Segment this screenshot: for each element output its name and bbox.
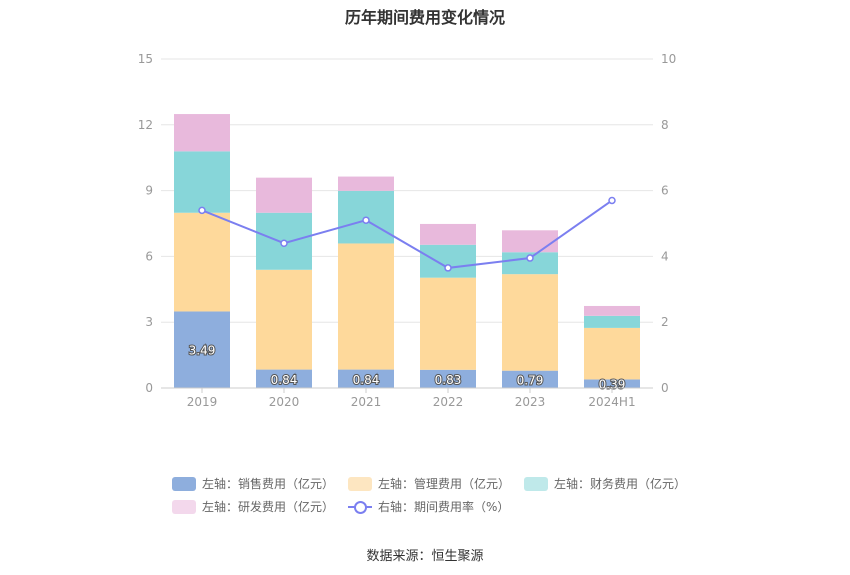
rate-point[interactable]: [444, 264, 452, 272]
x-tick-label: 2021: [351, 395, 382, 409]
bar-segment[interactable]: [502, 252, 558, 275]
legend-label-admin: 左轴：管理费用（亿元）: [378, 477, 511, 491]
bar-segment[interactable]: [174, 212, 230, 312]
legend-label-finance: 左轴：财务费用（亿元）: [554, 477, 687, 491]
legend-label-sales: 左轴：销售费用（亿元）: [202, 477, 335, 491]
bar-segment[interactable]: [256, 269, 312, 370]
bar-segment[interactable]: [174, 311, 230, 388]
legend-swatch-admin: [348, 476, 373, 491]
x-tick-label: 2022: [433, 395, 464, 409]
bar-segment[interactable]: [420, 244, 476, 278]
x-tick-label: 2023: [515, 395, 546, 409]
expense-rate-line: [198, 196, 616, 272]
right-tick-label: 8: [661, 118, 669, 132]
chart-title: 历年期间费用变化情况: [344, 8, 505, 27]
rate-point[interactable]: [526, 254, 534, 262]
bar-segment[interactable]: [584, 379, 640, 388]
legend-swatch-rate: [348, 500, 373, 514]
bar-segment[interactable]: [584, 305, 640, 316]
bar-segment[interactable]: [502, 230, 558, 253]
bar-segment[interactable]: [256, 369, 312, 388]
bar-segment[interactable]: [174, 114, 230, 152]
rate-point[interactable]: [362, 216, 370, 224]
legend-item-finance[interactable]: 左轴：财务费用（亿元）: [524, 475, 686, 492]
legend-label-rate: 右轴：期间费用率（%）: [378, 500, 510, 514]
bar-value-labels: 3.490.84 0.84 0.83 0.79 0.39: [188, 343, 627, 393]
rate-line-path: [201, 199, 613, 269]
bar-value-label: 0.84: [353, 373, 380, 387]
data-source: 数据来源：恒生聚源: [366, 549, 484, 564]
x-tick-label: 2020: [269, 395, 300, 409]
legend-swatch-sales: [172, 476, 196, 491]
bar-segment[interactable]: [420, 277, 476, 370]
bar-segment[interactable]: [174, 151, 230, 213]
bar-segment[interactable]: [502, 274, 558, 371]
bar-value-label: 0.79: [517, 373, 544, 387]
x-tick-label: 2019: [187, 395, 218, 409]
left-tick-label: 6: [145, 249, 153, 263]
bar-value-label: 0.83: [435, 373, 462, 387]
bar-segment[interactable]: [420, 223, 476, 245]
stacked-bars: [174, 114, 640, 388]
left-tick-label: 0: [145, 381, 153, 395]
bar-segment[interactable]: [502, 370, 558, 388]
bar-segment[interactable]: [420, 369, 476, 388]
x-axis: 2019 2020 2021 2022 2023 2024H1: [161, 387, 653, 409]
bar-segment[interactable]: [256, 177, 312, 213]
legend-item-admin[interactable]: 左轴：管理费用（亿元）: [348, 475, 510, 492]
legend-swatch-rnd: [172, 499, 196, 514]
legend-label-rnd: 左轴：研发费用（亿元）: [202, 500, 335, 514]
rate-point[interactable]: [280, 239, 288, 247]
legend: 左轴：销售费用（亿元） 左轴：管理费用（亿元） 左轴：财务费用（亿元） 左轴：研…: [172, 472, 712, 518]
rate-point[interactable]: [198, 206, 206, 215]
left-tick-label: 3: [145, 315, 153, 329]
bar-segment[interactable]: [338, 243, 394, 370]
right-axis-ticks: 0 2 4 6 8 10: [661, 52, 676, 395]
bar-segment[interactable]: [338, 176, 394, 191]
right-tick-label: 4: [661, 249, 669, 263]
bar-segment[interactable]: [338, 369, 394, 388]
bar-segment[interactable]: [584, 315, 640, 328]
left-tick-label: 9: [145, 184, 153, 198]
right-tick-label: 0: [661, 381, 669, 395]
x-tick-label: 2024H1: [588, 395, 635, 409]
right-tick-label: 2: [661, 315, 669, 329]
rate-point[interactable]: [608, 196, 616, 205]
legend-item-rate[interactable]: 右轴：期间费用率（%）: [348, 498, 509, 515]
bar-segment[interactable]: [584, 327, 640, 380]
left-tick-label: 12: [138, 118, 153, 132]
bar-value-label: 0.84: [271, 373, 298, 387]
right-tick-label: 10: [661, 52, 676, 66]
legend-swatch-finance: [524, 476, 549, 491]
left-tick-label: 15: [138, 52, 153, 66]
legend-item-sales[interactable]: 左轴：销售费用（亿元）: [172, 475, 334, 492]
bar-value-label: 3.49: [189, 344, 216, 358]
legend-item-rnd[interactable]: 左轴：研发费用（亿元）: [172, 498, 334, 515]
left-axis-ticks: 0 3 6 9 12 15: [138, 52, 153, 395]
right-tick-label: 6: [661, 184, 669, 198]
